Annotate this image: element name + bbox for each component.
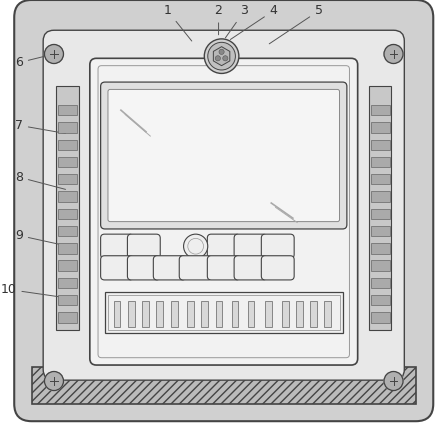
Bar: [371, 260, 390, 271]
Bar: [371, 209, 390, 219]
Bar: [58, 191, 77, 202]
Text: 9: 9: [15, 229, 66, 246]
Bar: [58, 209, 77, 219]
Bar: [58, 226, 77, 236]
FancyBboxPatch shape: [108, 89, 340, 222]
Bar: [58, 295, 77, 305]
FancyBboxPatch shape: [262, 256, 294, 280]
Bar: [310, 301, 317, 327]
Bar: [156, 301, 163, 327]
Text: 3: 3: [226, 4, 249, 38]
Bar: [114, 301, 120, 327]
Bar: [170, 301, 178, 327]
Circle shape: [219, 49, 224, 54]
Text: 8: 8: [15, 171, 66, 189]
Bar: [371, 105, 390, 115]
Bar: [296, 301, 303, 327]
Bar: [231, 301, 238, 327]
Bar: [371, 157, 390, 167]
Circle shape: [384, 44, 403, 64]
Bar: [128, 301, 135, 327]
FancyBboxPatch shape: [207, 234, 240, 258]
Bar: [58, 157, 77, 167]
Text: 4: 4: [230, 4, 278, 39]
FancyBboxPatch shape: [43, 30, 404, 380]
FancyBboxPatch shape: [262, 234, 294, 258]
Circle shape: [223, 56, 228, 61]
Circle shape: [183, 234, 208, 258]
Bar: [371, 174, 390, 184]
Bar: [265, 301, 272, 327]
Bar: [371, 312, 390, 323]
Text: 10: 10: [0, 283, 65, 298]
Bar: [371, 226, 390, 236]
FancyBboxPatch shape: [101, 82, 347, 229]
FancyBboxPatch shape: [153, 256, 186, 280]
Bar: [187, 301, 194, 327]
Bar: [282, 301, 289, 327]
Text: 6: 6: [15, 55, 51, 69]
Text: 2: 2: [214, 4, 222, 35]
FancyBboxPatch shape: [207, 256, 240, 280]
Bar: [58, 312, 77, 323]
Bar: [215, 301, 222, 327]
Bar: [371, 140, 390, 150]
Circle shape: [208, 42, 235, 70]
Bar: [58, 140, 77, 150]
Bar: [58, 122, 77, 133]
Text: 1: 1: [164, 4, 192, 41]
Circle shape: [215, 56, 220, 61]
FancyBboxPatch shape: [101, 256, 134, 280]
Bar: [32, 367, 416, 404]
Bar: [371, 122, 390, 133]
Bar: [58, 105, 77, 115]
Bar: [58, 174, 77, 184]
Bar: [58, 278, 77, 288]
Bar: [371, 243, 390, 254]
Bar: [369, 86, 391, 330]
FancyBboxPatch shape: [101, 234, 134, 258]
Circle shape: [384, 372, 403, 391]
Bar: [201, 301, 208, 327]
Bar: [247, 301, 254, 327]
FancyBboxPatch shape: [234, 234, 267, 258]
Circle shape: [204, 39, 239, 73]
Bar: [56, 86, 79, 330]
FancyBboxPatch shape: [90, 58, 358, 365]
Bar: [105, 292, 343, 333]
Bar: [325, 301, 331, 327]
Bar: [108, 295, 340, 330]
Bar: [371, 295, 390, 305]
Bar: [58, 243, 77, 254]
Polygon shape: [214, 47, 230, 66]
FancyBboxPatch shape: [127, 234, 160, 258]
Bar: [58, 260, 77, 271]
FancyBboxPatch shape: [179, 256, 212, 280]
Circle shape: [44, 372, 63, 391]
FancyBboxPatch shape: [14, 0, 433, 421]
FancyBboxPatch shape: [127, 256, 160, 280]
Bar: [371, 191, 390, 202]
Circle shape: [44, 44, 63, 64]
Bar: [142, 301, 149, 327]
Text: 5: 5: [269, 4, 323, 44]
Bar: [371, 278, 390, 288]
FancyBboxPatch shape: [234, 256, 267, 280]
Text: 7: 7: [15, 119, 65, 133]
